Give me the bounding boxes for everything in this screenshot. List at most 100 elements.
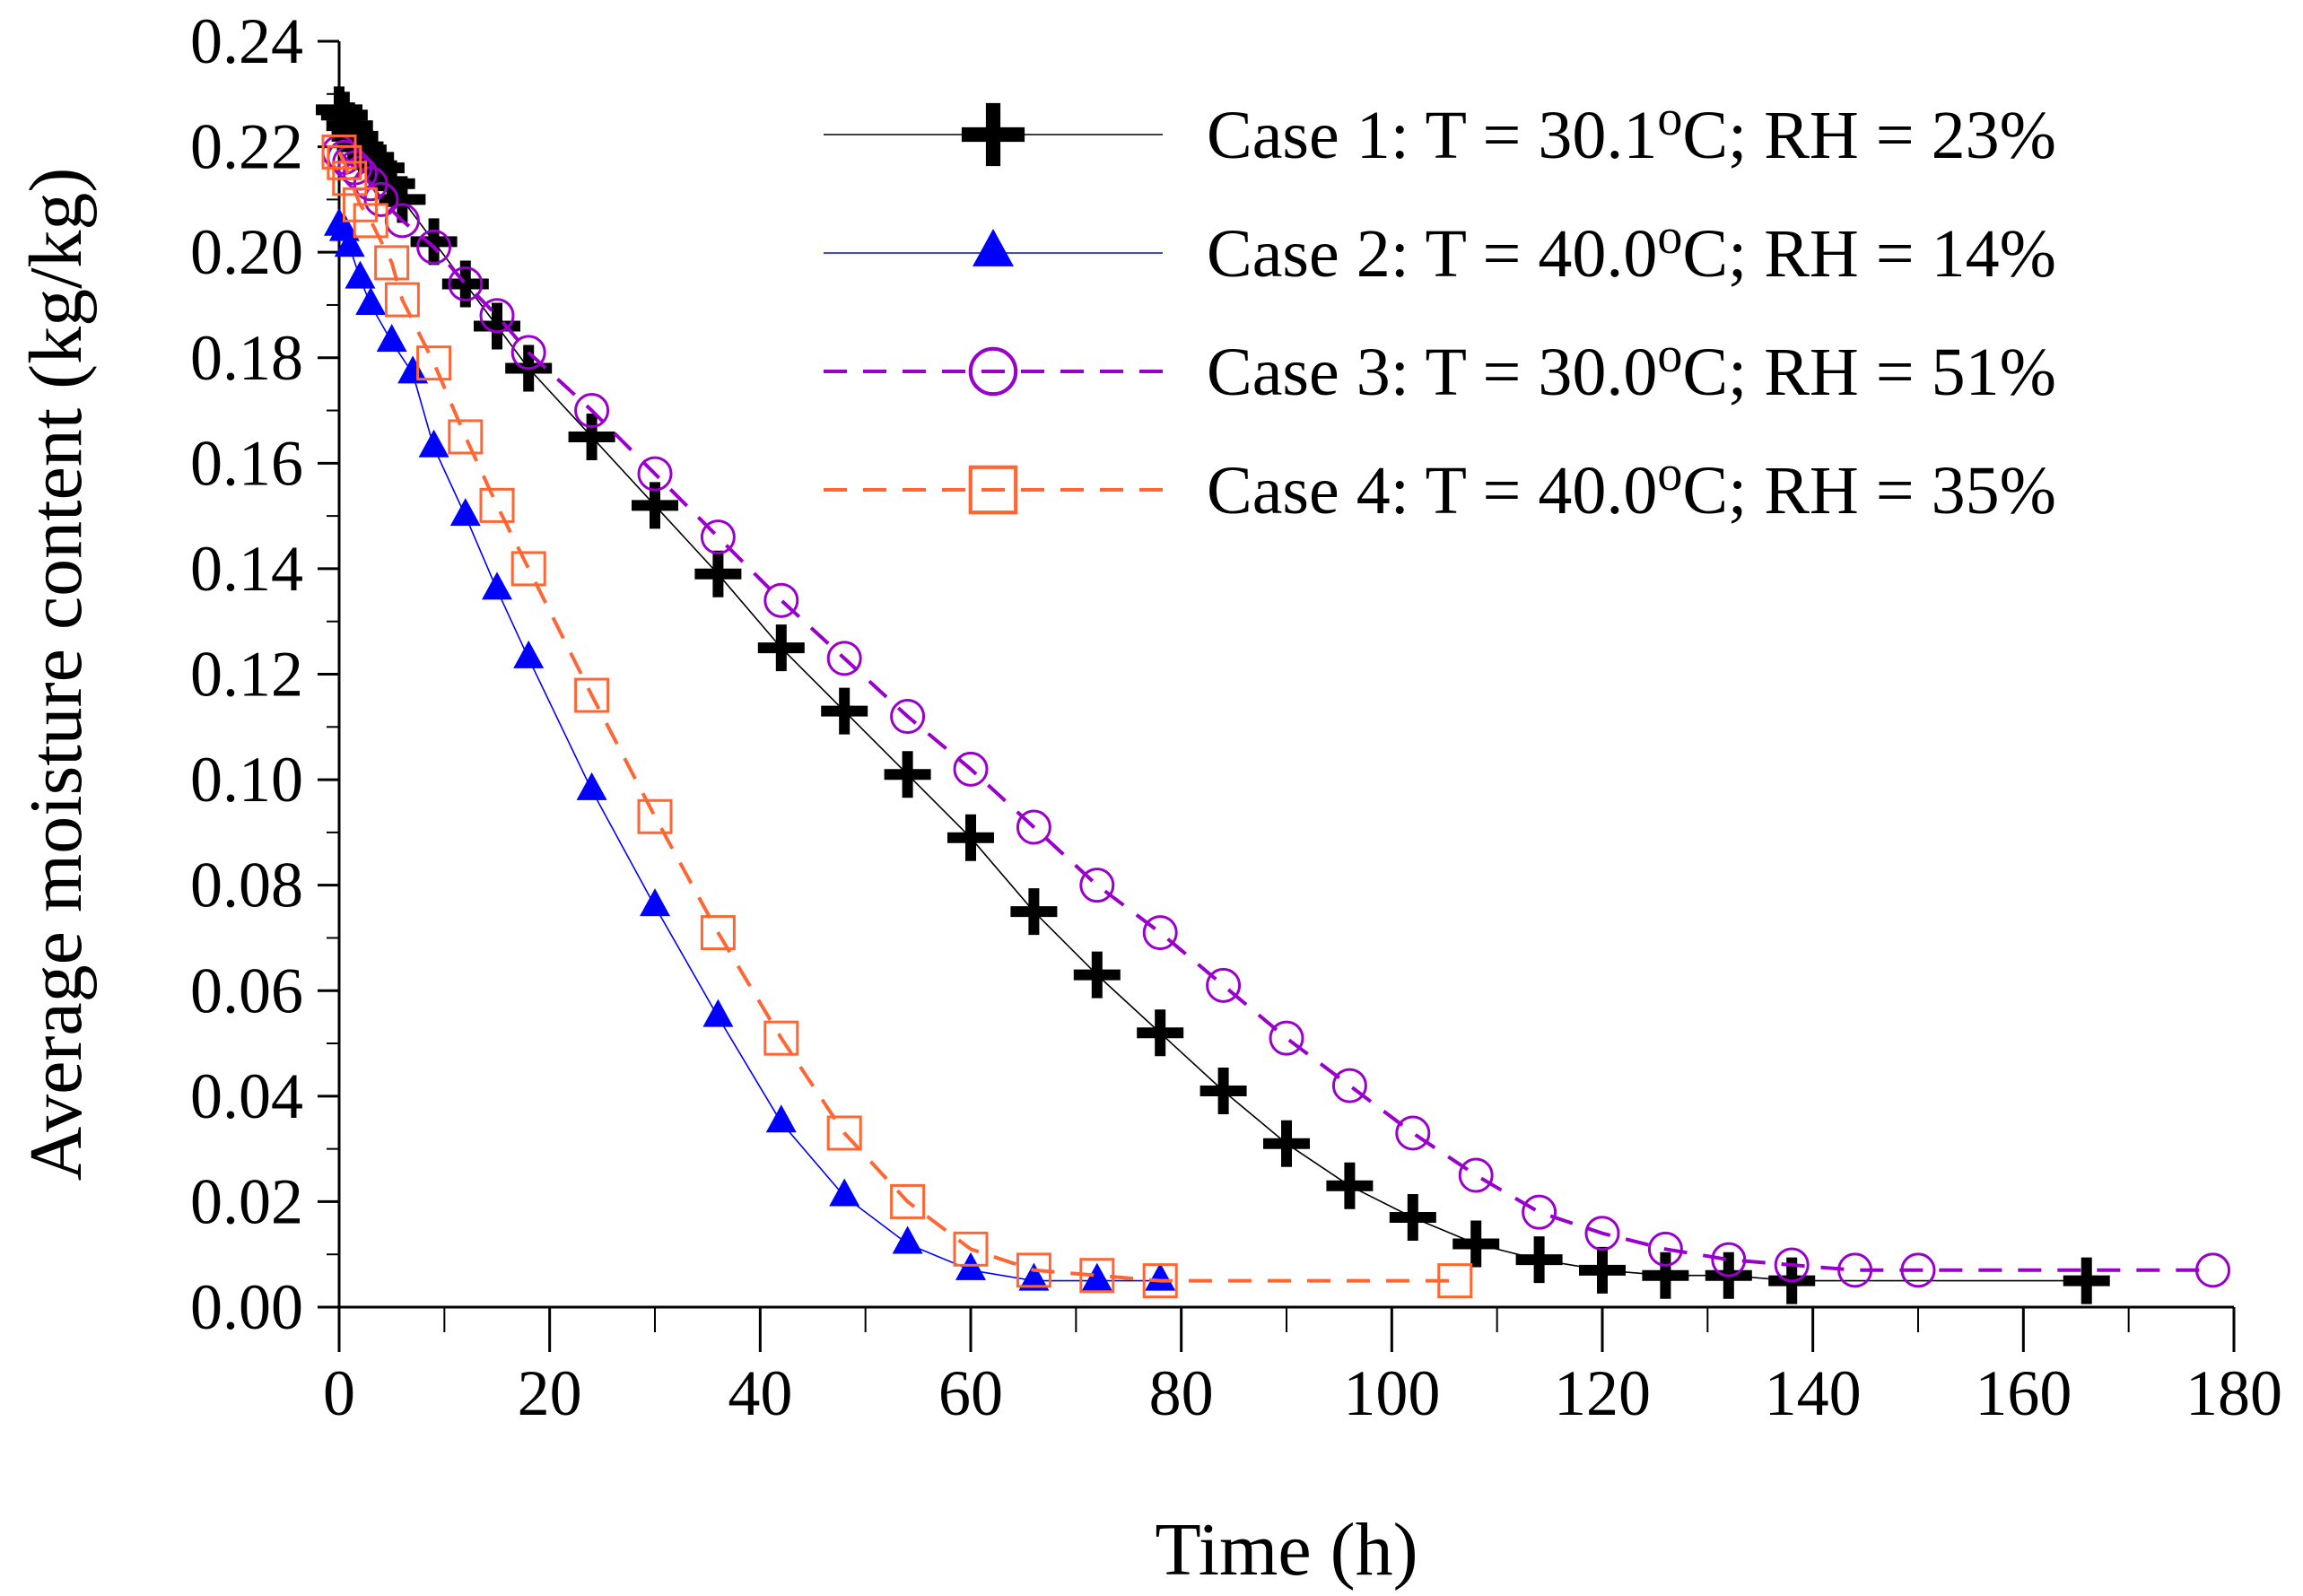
y-axis-title: Average moisture content (kg/kg) <box>14 168 98 1182</box>
series-3-point <box>637 456 673 492</box>
y-tick-label: 0.22 <box>190 111 303 183</box>
y-tick-label: 0.20 <box>190 216 303 288</box>
series-3-point <box>1774 1247 1810 1283</box>
series-1-point <box>1199 1067 1247 1114</box>
legend-label: Case 3: T = 30.0oC; RH = 51% <box>1207 327 2056 410</box>
legend-marker-shape <box>961 102 1025 167</box>
series-1-point <box>694 550 742 597</box>
x-tick-label: 0 <box>323 1357 355 1429</box>
series-4-point <box>332 161 368 196</box>
legend-marker <box>968 346 1018 397</box>
series-3-point <box>479 298 515 334</box>
legend-marker <box>961 102 1025 167</box>
series-3-point <box>510 335 546 371</box>
series-4-point <box>321 134 357 170</box>
series-1-point <box>1579 1246 1626 1294</box>
series-2-point <box>513 640 545 668</box>
series-1-point <box>884 751 931 798</box>
legend-entry-3: Case 3: T = 30.0oC; RH = 51% <box>824 327 2056 410</box>
series-3 <box>321 134 2231 1288</box>
x-tick-label: 80 <box>1149 1357 1214 1429</box>
series-1-point <box>1073 951 1121 999</box>
series-1-point <box>1515 1236 1563 1284</box>
series-3-point <box>1269 1020 1304 1056</box>
series-2-point <box>376 324 407 353</box>
series-4-point <box>1437 1263 1473 1299</box>
y-tick-label: 0.10 <box>190 744 303 815</box>
x-tick-label: 60 <box>938 1357 1003 1429</box>
series-3-point <box>1079 868 1115 903</box>
y-tick-label: 0.16 <box>190 427 303 499</box>
series-4-point <box>479 487 515 523</box>
series-2-point <box>829 1178 860 1207</box>
series-1-point <box>1263 1120 1310 1167</box>
legend-label: Case 2: T = 40.0oC; RH = 14% <box>1207 209 2056 292</box>
series-1-point <box>568 413 615 460</box>
legend-entry-4: Case 4: T = 40.0oC; RH = 35% <box>824 446 2056 528</box>
series-layer <box>316 86 2231 1304</box>
series-1-point <box>1326 1162 1374 1209</box>
series-1-point <box>757 624 805 672</box>
series-3-point <box>363 181 399 217</box>
series-3-point <box>1331 1068 1367 1103</box>
series-2-point <box>765 1104 797 1133</box>
series-1-point <box>1137 1009 1184 1057</box>
series-3-point <box>1206 967 1242 1003</box>
series-4-point <box>1079 1258 1115 1294</box>
series-4-point <box>700 915 736 951</box>
y-tick-label: 0.02 <box>190 1165 303 1237</box>
series-2-point <box>449 498 481 527</box>
series-4-point <box>374 245 410 281</box>
series-2-point <box>482 571 512 600</box>
legend-marker-shape <box>968 465 1018 515</box>
series-2-point <box>1018 1262 1050 1291</box>
series-4-line <box>337 151 1455 1283</box>
x-tick-label: 20 <box>518 1357 582 1429</box>
series-1-point <box>1452 1220 1500 1268</box>
series-3-point <box>700 519 736 555</box>
series-3-point <box>1016 809 1051 845</box>
series-2-point <box>418 429 449 458</box>
series-1-point <box>379 176 426 223</box>
series-2-point <box>355 286 387 315</box>
series-3-point <box>1458 1157 1494 1193</box>
legend-marker-shape <box>968 346 1018 397</box>
series-3-point <box>448 266 484 301</box>
series-1-point <box>1389 1194 1436 1242</box>
series-2-point <box>576 772 607 800</box>
series-3-point <box>826 641 862 676</box>
series-1-point <box>1010 888 1058 936</box>
series-2-point <box>702 999 734 1027</box>
series-3-point <box>1395 1115 1431 1151</box>
y-tick-label: 0.12 <box>190 639 303 711</box>
series-3-point <box>574 393 610 429</box>
series-2-point <box>892 1225 923 1254</box>
series-3-point <box>1837 1252 1873 1288</box>
series-3-point <box>1711 1242 1747 1278</box>
series-3-point <box>2195 1252 2231 1288</box>
series-1-point <box>2063 1257 2110 1304</box>
x-axis-title: Time (h) <box>1155 1508 1418 1592</box>
y-tick-label: 0.04 <box>190 1060 303 1132</box>
x-tick-label: 140 <box>1765 1357 1862 1429</box>
series-2-point <box>397 355 429 384</box>
series-3-line <box>337 151 2213 1272</box>
x-tick-label: 180 <box>2185 1357 2282 1429</box>
series-1-point <box>474 302 520 350</box>
series-4-point <box>826 1115 862 1151</box>
legend-label: Case 1: T = 30.1oC; RH = 23% <box>1207 91 2056 173</box>
series-1-point <box>1642 1252 1689 1299</box>
series-4-point <box>1142 1263 1178 1299</box>
series-4 <box>321 134 1473 1299</box>
legend-marker-shape <box>973 229 1014 266</box>
series-4-point <box>448 419 484 455</box>
series-4-point <box>1016 1252 1051 1288</box>
series-3-point <box>416 229 452 265</box>
x-tick-label: 120 <box>1554 1357 1651 1429</box>
series-1-point <box>947 814 994 861</box>
legend-marker <box>973 229 1014 266</box>
legend-marker <box>968 465 1018 515</box>
series-4-point <box>953 1231 989 1267</box>
series-2-point <box>1081 1262 1112 1291</box>
